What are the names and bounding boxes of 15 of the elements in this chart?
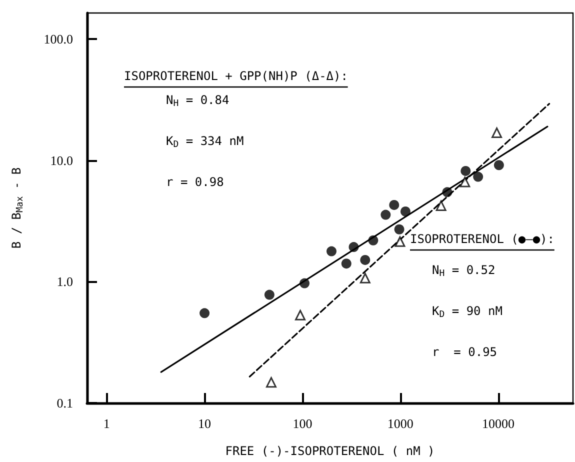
x-tick-label: 100 — [292, 416, 312, 431]
x-tick-label: 10 — [198, 416, 212, 431]
y-axis-title: B / BMax - B — [10, 167, 26, 249]
y-tick-label: 100.0 — [44, 32, 73, 47]
x-tick-label: 1 — [103, 416, 110, 431]
x-axis-title: FREE (-)-ISOPROTERENOL ( nM ) — [225, 444, 435, 458]
y-tick-label: 10.0 — [50, 152, 73, 168]
annotation: ISOPROTERENOL + GPP(NH)P (Δ-Δ): — [124, 69, 348, 83]
annotation: ISOPROTERENOL (●—●): — [410, 232, 554, 246]
annotation: r = 0.95 — [432, 345, 498, 359]
annotation: r = 0.98 — [166, 175, 224, 189]
x-tick-label: 10000 — [482, 416, 515, 431]
y-tick-label: 0.1 — [56, 396, 73, 410]
x-tick-label: 1000 — [387, 416, 414, 431]
y-tick-label: 1.0 — [56, 274, 73, 290]
